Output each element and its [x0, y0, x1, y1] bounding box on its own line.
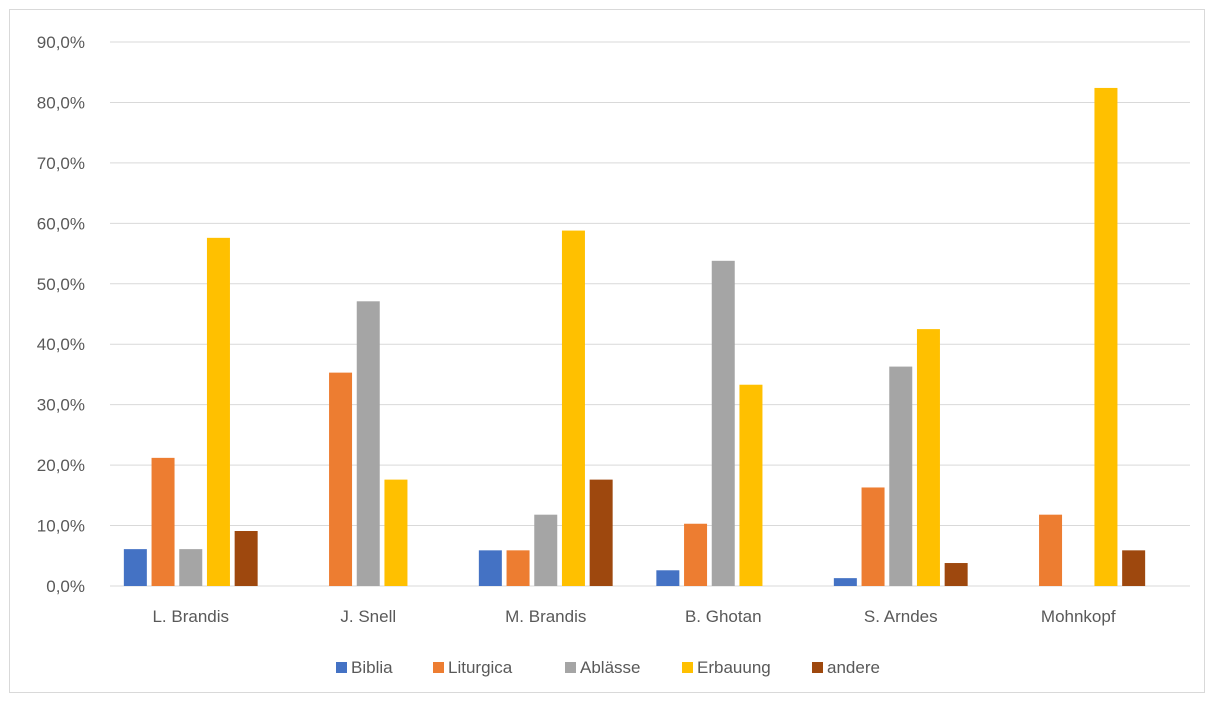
- y-tick-label: 90,0%: [37, 33, 85, 52]
- x-category-label: L. Brandis: [152, 607, 229, 626]
- bar-andere-5: [1122, 550, 1146, 586]
- bar-andere-2: [589, 479, 613, 586]
- legend: Biblia Liturgica Ablässe Erbauung andere: [336, 658, 880, 677]
- legend-swatch: [433, 662, 444, 673]
- x-category-label: B. Ghotan: [685, 607, 762, 626]
- bar-ablsse-4: [889, 366, 913, 586]
- bar-ablsse-1: [356, 301, 380, 586]
- x-category-label: S. Arndes: [864, 607, 938, 626]
- y-tick-label: 10,0%: [37, 517, 85, 536]
- bar-biblia-4: [833, 578, 857, 586]
- bar-erbauung-1: [384, 479, 408, 586]
- legend-label: Liturgica: [448, 658, 513, 677]
- y-tick-label: 50,0%: [37, 275, 85, 294]
- bar-liturgica-1: [329, 372, 353, 586]
- bar-erbauung-4: [916, 329, 940, 586]
- bar-ablsse-0: [179, 549, 203, 586]
- bar-andere-0: [234, 530, 258, 586]
- legend-label: andere: [827, 658, 880, 677]
- bar-biblia-0: [123, 549, 147, 586]
- legend-label: Ablässe: [580, 658, 640, 677]
- legend-swatch: [565, 662, 576, 673]
- bar-liturgica-2: [506, 550, 530, 586]
- legend-swatch: [336, 662, 347, 673]
- bar-andere-4: [944, 563, 968, 586]
- x-category-label: M. Brandis: [505, 607, 586, 626]
- bar-biblia-3: [656, 570, 680, 586]
- bar-erbauung-5: [1094, 87, 1118, 586]
- gridlines: [110, 41, 1190, 587]
- x-category-label: Mohnkopf: [1041, 607, 1116, 626]
- x-axis-category-labels: L. Brandis J. Snell M. Brandis B. Ghotan S. …: [152, 607, 1115, 626]
- bar-ablsse-2: [534, 514, 558, 586]
- bar-liturgica-3: [684, 523, 708, 586]
- legend-label: Biblia: [351, 658, 393, 677]
- bar-erbauung-0: [206, 237, 230, 586]
- y-tick-label: 80,0%: [37, 93, 85, 112]
- y-tick-label: 0,0%: [46, 577, 85, 596]
- bar-biblia-2: [478, 550, 502, 586]
- bar-liturgica-4: [861, 487, 885, 586]
- bar-liturgica-0: [151, 457, 175, 586]
- x-category-label: J. Snell: [340, 607, 396, 626]
- y-tick-label: 20,0%: [37, 456, 85, 475]
- bar-series: [123, 87, 1146, 586]
- y-tick-label: 60,0%: [37, 214, 85, 233]
- y-tick-label: 40,0%: [37, 335, 85, 354]
- bar-ablsse-3: [711, 260, 735, 586]
- y-tick-label: 30,0%: [37, 396, 85, 415]
- y-tick-label: 70,0%: [37, 154, 85, 173]
- legend-swatch: [682, 662, 693, 673]
- legend-label: Erbauung: [697, 658, 771, 677]
- bar-liturgica-5: [1039, 514, 1063, 586]
- legend-swatch: [812, 662, 823, 673]
- bar-erbauung-2: [561, 230, 585, 586]
- bar-erbauung-3: [739, 384, 763, 586]
- y-axis-tick-labels: 0,0% 10,0% 20,0% 30,0% 40,0% 50,0% 60,0% 70,0% 8…: [37, 33, 85, 596]
